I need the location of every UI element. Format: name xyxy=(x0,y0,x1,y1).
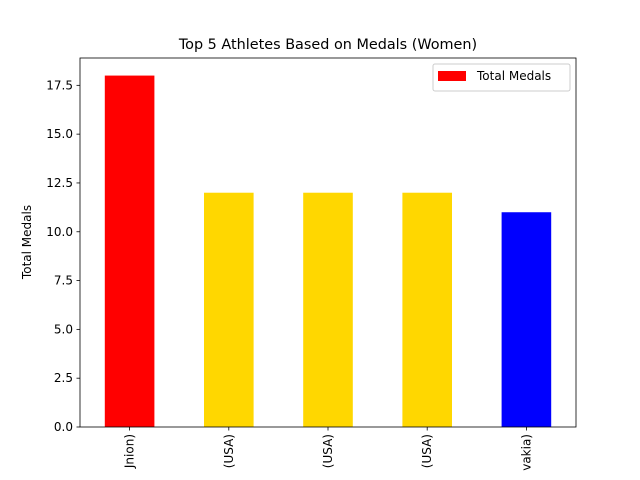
x-tick-label: (USA) xyxy=(420,434,434,468)
bar xyxy=(204,192,254,427)
plot-area: 0.0 2.5 5.0 7.5 10.0 12.5 15.0 17.5 Jnion) (USA) (… xyxy=(46,57,577,471)
legend-swatch xyxy=(438,71,466,81)
y-tick-label: 15.0 xyxy=(46,127,73,141)
bar xyxy=(303,192,353,427)
y-tick-label: 0.0 xyxy=(54,420,73,434)
y-tick-label: 2.5 xyxy=(54,371,73,385)
y-axis-label: Total Medals xyxy=(20,205,34,280)
y-tick-label: 17.5 xyxy=(46,78,73,92)
legend: Total Medals xyxy=(432,63,571,92)
x-tick-label: vakia) xyxy=(519,434,533,471)
axes-frame xyxy=(79,57,577,428)
y-tick-label: 10.0 xyxy=(46,225,73,239)
legend-box xyxy=(432,63,571,92)
chart-title: Top 5 Athletes Based on Medals (Women) xyxy=(178,37,477,53)
bar xyxy=(104,75,155,428)
legend-label: Total Medals xyxy=(476,69,551,83)
x-tick-label: Jnion) xyxy=(123,434,137,469)
bar xyxy=(501,212,552,427)
x-tick-label: (USA) xyxy=(321,434,335,468)
y-tick-label: 7.5 xyxy=(54,274,73,288)
y-tick-label: 5.0 xyxy=(54,322,73,336)
x-tick-label: (USA) xyxy=(222,434,236,468)
y-tick-label: 12.5 xyxy=(46,176,73,190)
bar xyxy=(402,192,452,427)
